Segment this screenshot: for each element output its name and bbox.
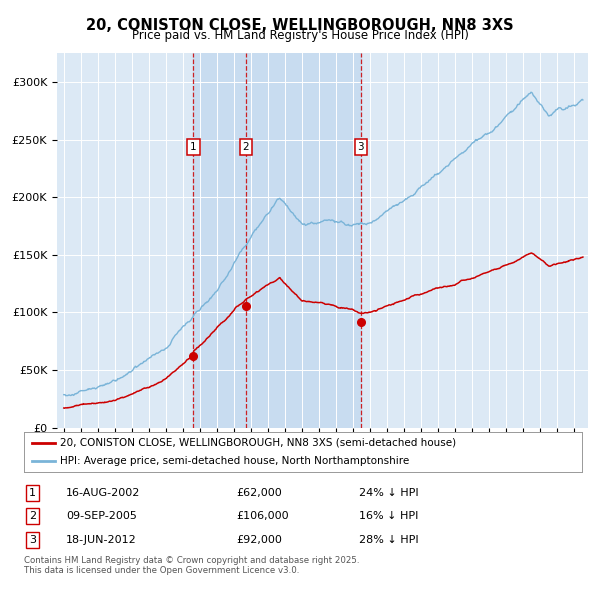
Text: 20, CONISTON CLOSE, WELLINGBOROUGH, NN8 3XS: 20, CONISTON CLOSE, WELLINGBOROUGH, NN8 …	[86, 18, 514, 32]
Text: 20, CONISTON CLOSE, WELLINGBOROUGH, NN8 3XS (semi-detached house): 20, CONISTON CLOSE, WELLINGBOROUGH, NN8 …	[60, 438, 457, 448]
Bar	[193, 53, 361, 428]
Text: 28% ↓ HPI: 28% ↓ HPI	[359, 535, 418, 545]
Text: 2: 2	[242, 142, 249, 152]
Text: £106,000: £106,000	[236, 512, 289, 521]
Text: 1: 1	[29, 488, 36, 497]
Text: 18-JUN-2012: 18-JUN-2012	[66, 535, 137, 545]
Text: HPI: Average price, semi-detached house, North Northamptonshire: HPI: Average price, semi-detached house,…	[60, 456, 410, 466]
Text: £62,000: £62,000	[236, 488, 282, 497]
Text: 1: 1	[190, 142, 197, 152]
Text: 2: 2	[29, 512, 36, 521]
Text: Price paid vs. HM Land Registry's House Price Index (HPI): Price paid vs. HM Land Registry's House …	[131, 30, 469, 42]
Text: 16% ↓ HPI: 16% ↓ HPI	[359, 512, 418, 521]
Text: 3: 3	[358, 142, 364, 152]
Text: £92,000: £92,000	[236, 535, 282, 545]
Text: Contains HM Land Registry data © Crown copyright and database right 2025.
This d: Contains HM Land Registry data © Crown c…	[24, 556, 359, 575]
Text: 09-SEP-2005: 09-SEP-2005	[66, 512, 137, 521]
Text: 3: 3	[29, 535, 36, 545]
Text: 24% ↓ HPI: 24% ↓ HPI	[359, 488, 418, 497]
Text: 16-AUG-2002: 16-AUG-2002	[66, 488, 140, 497]
